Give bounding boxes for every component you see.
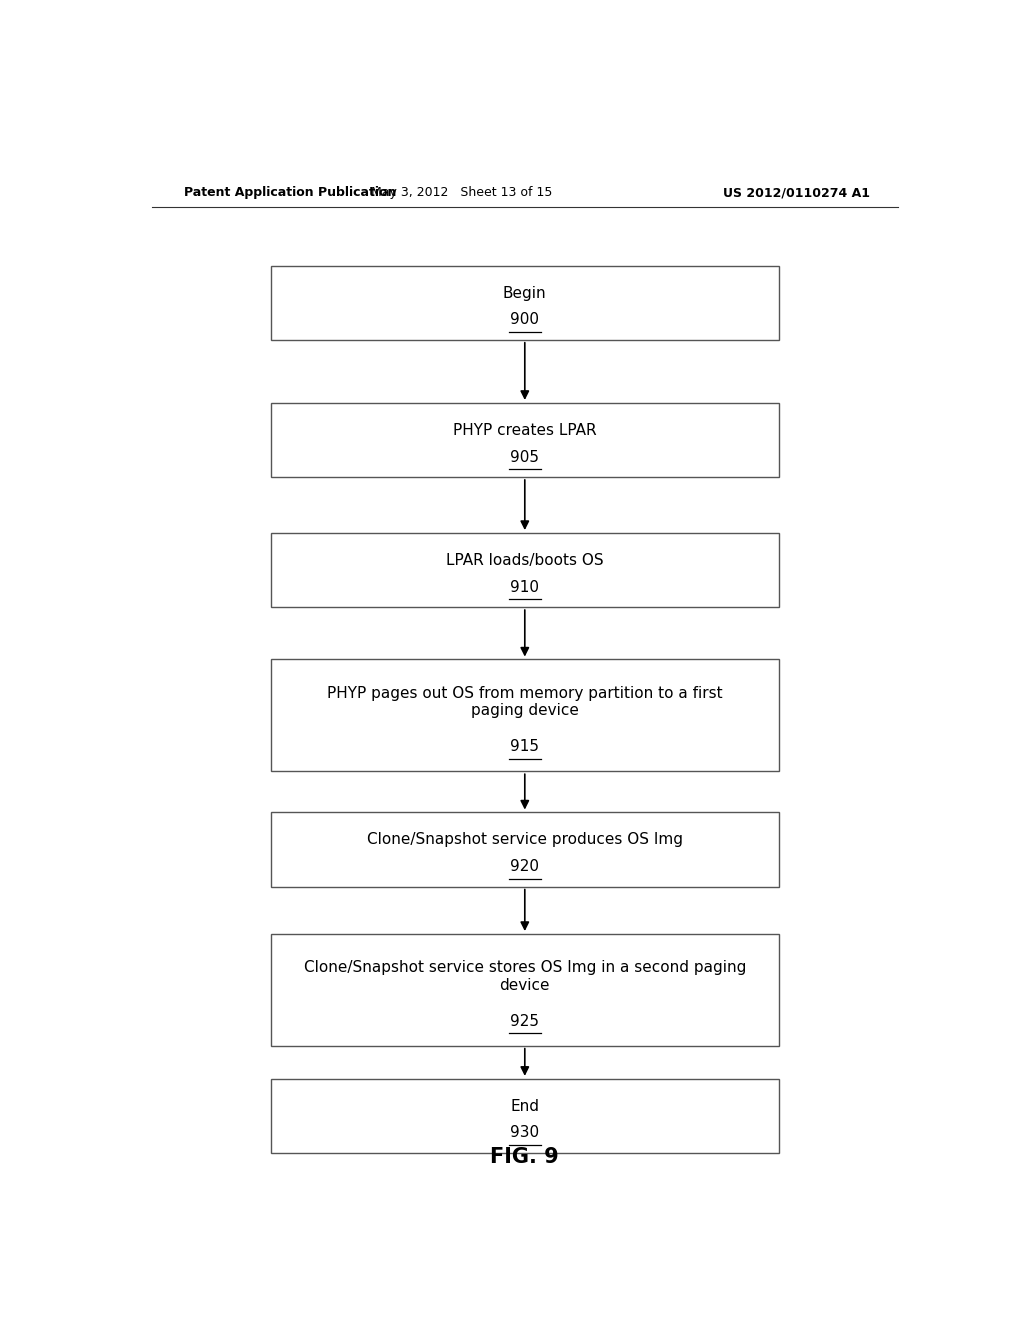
Text: 930: 930 (510, 1126, 540, 1140)
Text: 905: 905 (510, 450, 540, 465)
Text: Clone/Snapshot service produces OS Img: Clone/Snapshot service produces OS Img (367, 833, 683, 847)
Bar (270, 660, 779, 771)
Text: 925: 925 (510, 1014, 540, 1028)
Text: 915: 915 (510, 739, 540, 754)
Bar (270, 403, 779, 477)
Bar (270, 1078, 779, 1152)
Bar (270, 533, 779, 607)
Text: End: End (510, 1098, 540, 1114)
Text: PHYP creates LPAR: PHYP creates LPAR (453, 422, 597, 438)
Text: LPAR loads/boots OS: LPAR loads/boots OS (446, 553, 603, 568)
Text: May 3, 2012   Sheet 13 of 15: May 3, 2012 Sheet 13 of 15 (371, 186, 552, 199)
Text: FIG. 9: FIG. 9 (490, 1147, 559, 1167)
Text: Patent Application Publication: Patent Application Publication (183, 186, 396, 199)
Text: 900: 900 (510, 313, 540, 327)
Text: PHYP pages out OS from memory partition to a first
paging device: PHYP pages out OS from memory partition … (327, 686, 723, 718)
Bar (270, 812, 779, 887)
Text: 920: 920 (510, 859, 540, 874)
Text: US 2012/0110274 A1: US 2012/0110274 A1 (723, 186, 870, 199)
Text: 910: 910 (510, 579, 540, 594)
Text: Clone/Snapshot service stores OS Img in a second paging
device: Clone/Snapshot service stores OS Img in … (303, 960, 746, 993)
Bar (270, 265, 779, 339)
Bar (270, 935, 779, 1045)
Text: Begin: Begin (503, 285, 547, 301)
